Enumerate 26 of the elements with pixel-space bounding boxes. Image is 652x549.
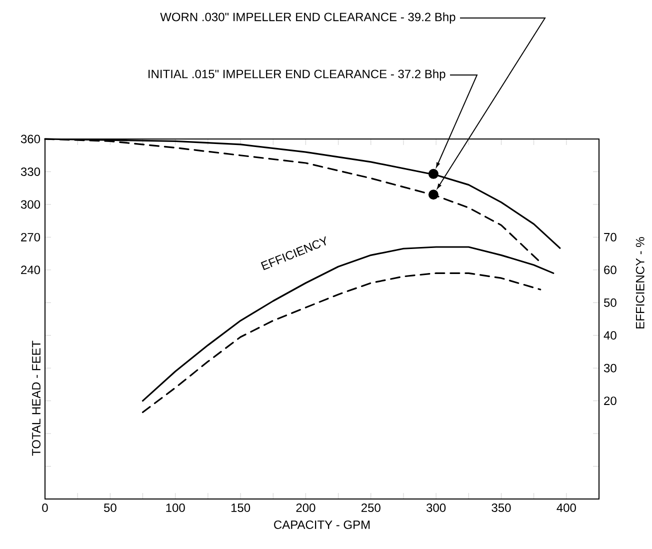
x-tick-label: 200 [296, 504, 316, 512]
y-axis-title: TOTAL HEAD - FEET [32, 340, 40, 456]
y2-tick-label: 30 [604, 364, 616, 372]
x-tick-label: 250 [361, 504, 380, 512]
y2-tick-label: 40 [604, 331, 616, 340]
y-tick-label: 360 [20, 134, 40, 144]
x-tick-label: 400 [556, 504, 576, 512]
line-series [142, 272, 542, 414]
x-tick-label: 150 [231, 504, 250, 512]
y2-tick-label: 50 [604, 298, 616, 307]
y-tick-label: 240 [21, 266, 40, 274]
x-tick-label: 100 [166, 504, 185, 512]
y2-tick-label: 60 [604, 266, 616, 274]
x-tick-label: 350 [492, 504, 511, 512]
x-axis-title: CAPACITY - GPM [274, 520, 370, 529]
y2-tick-label: 70 [604, 232, 616, 242]
text: WORN .030" IMPELLER END CLEARANCE - 39.2 Bhp [160, 12, 456, 24]
y2-axis-title: EFFICIENCY - % [636, 237, 644, 328]
y-tick-label: 270 [21, 232, 40, 242]
y-tick-label: 330 [20, 167, 40, 176]
y-tick-label: 300 [20, 200, 40, 209]
x-tick-label: 50 [104, 504, 116, 512]
x-tick-label: 300 [426, 504, 446, 512]
text: INITIAL .015" IMPELLER END CLEARANCE - 37.2 Bhp [148, 69, 446, 81]
x-tick-label: 0 [42, 504, 48, 512]
y2-tick-label: 20 [604, 396, 616, 406]
